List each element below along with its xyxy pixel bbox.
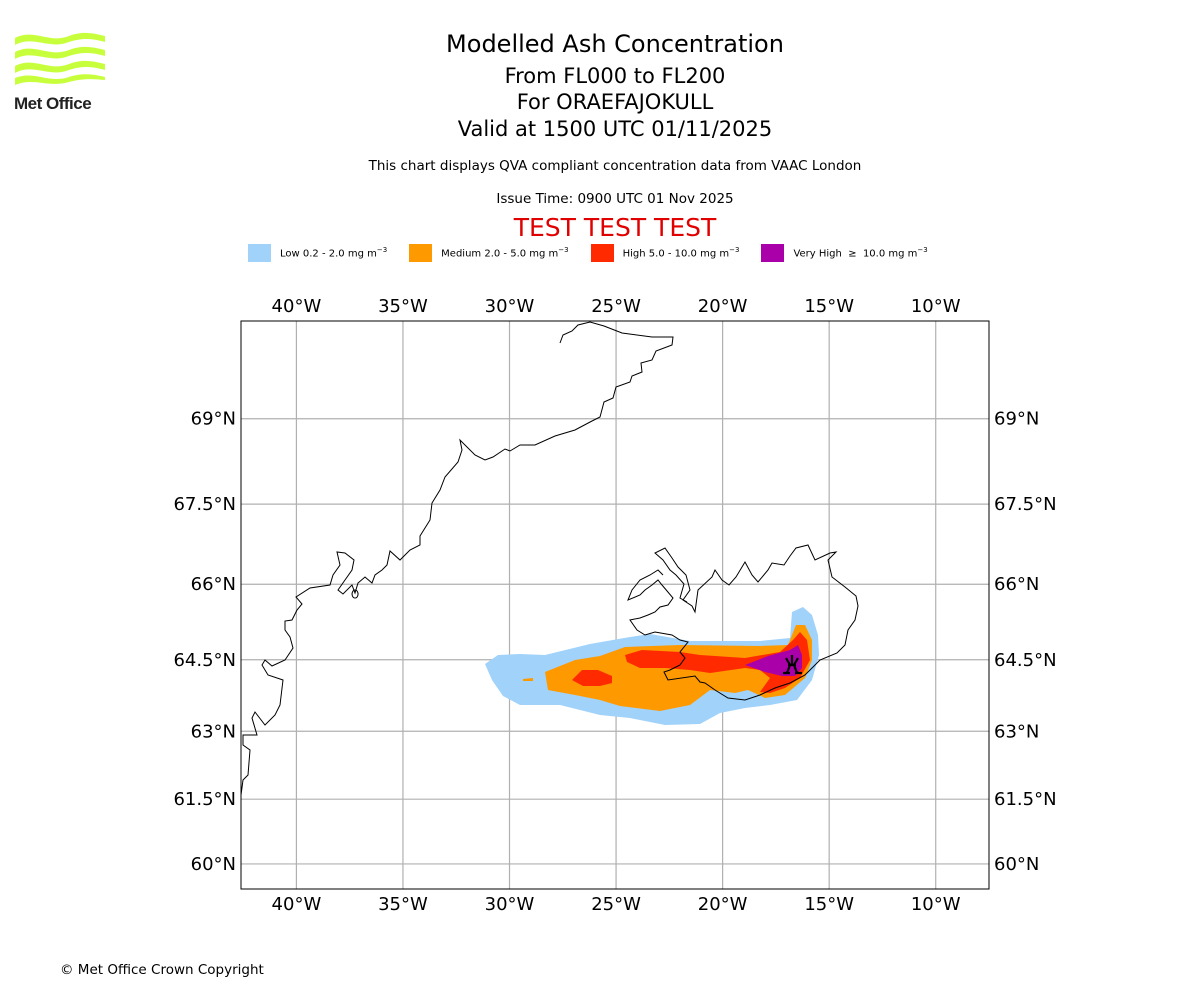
- lon-label-top: 20°W: [698, 296, 748, 317]
- greenland-coast: [240, 321, 674, 796]
- lat-label-right: 61.5°N: [994, 789, 1057, 810]
- lat-label-left: 61.5°N: [173, 789, 236, 810]
- volcano-marker-icon: [783, 655, 802, 675]
- lon-label-bottom: 35°W: [378, 894, 428, 915]
- lat-label-left: 69°N: [191, 409, 236, 430]
- lon-label-top: 10°W: [911, 296, 961, 317]
- met-office-logo: Met Office: [14, 30, 109, 113]
- lon-label-top: 40°W: [272, 296, 322, 317]
- iceland-coast: [627, 544, 859, 701]
- test-banner: TEST TEST TEST: [513, 213, 717, 242]
- lon-label-bottom: 10°W: [911, 894, 961, 915]
- lon-label-top: 30°W: [485, 296, 535, 317]
- lat-label-right: 69°N: [994, 409, 1039, 430]
- lon-label-bottom: 25°W: [591, 894, 641, 915]
- lat-label-left: 63°N: [191, 721, 236, 742]
- lon-label-bottom: 40°W: [272, 894, 322, 915]
- lat-label-right: 63°N: [994, 721, 1039, 742]
- ash-plume: [485, 607, 819, 725]
- logo-waves-icon: [15, 32, 105, 85]
- legend-item-very-high: Very High ≥ 10.0 mg m−3: [761, 244, 928, 262]
- lat-label-left: 67.5°N: [173, 494, 236, 515]
- legend-item-medium: Medium 2.0 - 5.0 mg m−3: [409, 244, 569, 262]
- valid-time: Valid at 1500 UTC 01/11/2025: [457, 117, 773, 141]
- logo-text: Met Office: [14, 94, 92, 113]
- lat-label-left: 66°N: [191, 574, 236, 595]
- issue-time: Issue Time: 0900 UTC 01 Nov 2025: [496, 191, 734, 207]
- legend-item-low: Low 0.2 - 2.0 mg m−3: [248, 244, 387, 262]
- greenland-island: [351, 589, 359, 599]
- chart-subtitle: This chart displays QVA compliant concen…: [368, 158, 862, 174]
- lon-label-top: 15°W: [804, 296, 854, 317]
- lat-label-right: 67.5°N: [994, 494, 1057, 515]
- ash-high-region: [572, 632, 810, 693]
- lat-label-left: 64.5°N: [173, 650, 236, 671]
- chart-title: Modelled Ash Concentration: [446, 30, 784, 58]
- coastlines: [240, 321, 859, 796]
- legend-swatch-very-high: [761, 244, 785, 262]
- legend-label-medium: Medium 2.0 - 5.0 mg m−3: [441, 246, 569, 260]
- copyright: © Met Office Crown Copyright: [60, 962, 264, 978]
- legend-label-low: Low 0.2 - 2.0 mg m−3: [280, 246, 388, 260]
- flight-levels: From FL000 to FL200: [504, 64, 726, 88]
- lon-label-top: 35°W: [378, 296, 428, 317]
- legend-swatch-low: [248, 244, 271, 262]
- legend-item-high: High 5.0 - 10.0 mg m−3: [590, 244, 740, 262]
- legend-label-high: High 5.0 - 10.0 mg m−3: [622, 246, 740, 260]
- lon-label-bottom: 15°W: [804, 894, 854, 915]
- lat-label-right: 60°N: [994, 854, 1039, 875]
- lat-label-right: 64.5°N: [994, 650, 1057, 671]
- map-frame: [240, 320, 990, 890]
- legend: Low 0.2 - 2.0 mg m−3 Medium 2.0 - 5.0 mg…: [248, 244, 950, 262]
- ash-medium-patch: [523, 678, 533, 681]
- legend-swatch-high: [590, 244, 614, 262]
- legend-swatch-medium: [409, 244, 433, 262]
- lon-label-bottom: 30°W: [485, 894, 535, 915]
- lon-label-top: 25°W: [591, 296, 641, 317]
- legend-label-very-high: Very High ≥ 10.0 mg m−3: [793, 246, 928, 260]
- lat-label-left: 60°N: [191, 854, 236, 875]
- lon-label-bottom: 20°W: [698, 894, 748, 915]
- volcano-name: For ORAEFAJOKULL: [516, 90, 714, 114]
- lat-label-right: 66°N: [994, 574, 1039, 595]
